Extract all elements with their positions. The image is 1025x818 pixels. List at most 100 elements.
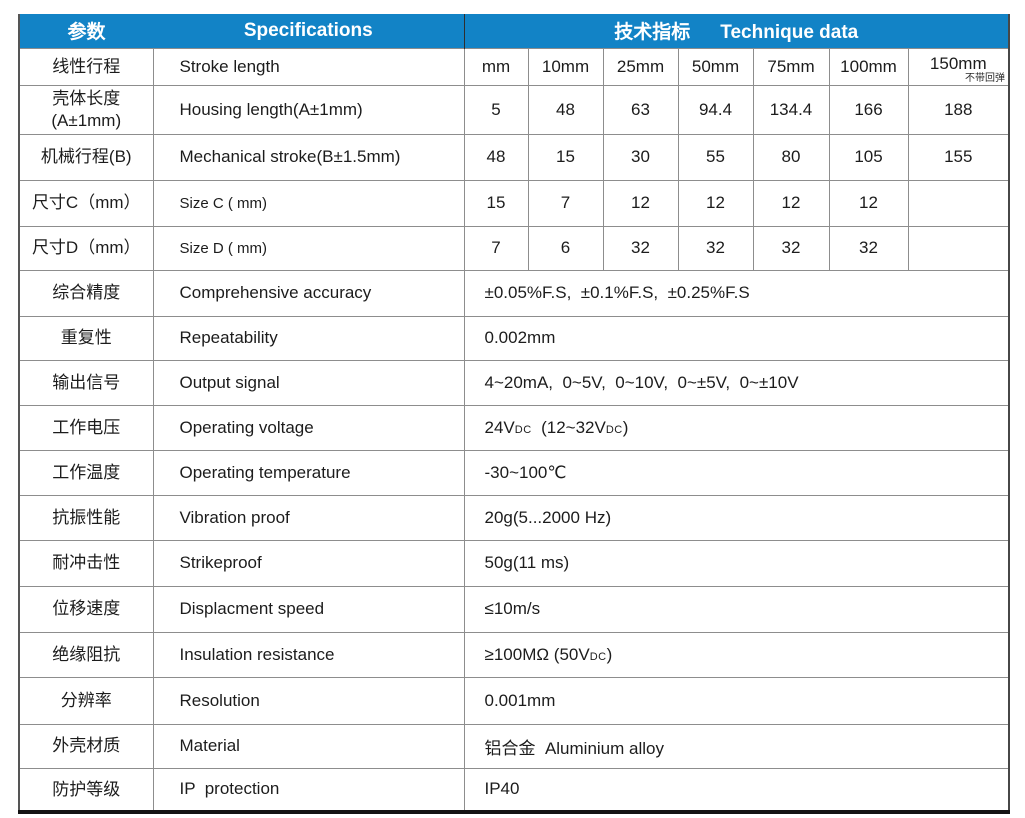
param-cell: 位移速度 bbox=[18, 585, 154, 633]
value-cell: 10mm bbox=[527, 47, 604, 86]
value-150mm: 150mm bbox=[929, 53, 987, 73]
param-cell: 壳体长度 (A±1mm) bbox=[18, 84, 154, 135]
table-row-operating-temperature: 工作温度 Operating temperature -30~100℃ bbox=[18, 449, 1010, 496]
value-cell: 15 bbox=[463, 179, 529, 227]
table-row-size-c: 尺寸C（mm） Size C ( mm) 15 7 12 12 12 12 bbox=[18, 179, 1010, 227]
value-cell: 50g(11 ms) bbox=[463, 539, 1010, 587]
value-cell: 100mm bbox=[828, 47, 909, 86]
value-cell: 166 bbox=[828, 84, 909, 135]
value-cell: 75mm bbox=[752, 47, 830, 86]
value-cell: 155 bbox=[907, 133, 1010, 181]
table-row-comprehensive-accuracy: 综合精度 Comprehensive accuracy ±0.05%F.S, ±… bbox=[18, 269, 1010, 317]
voltage-text: (12~32V bbox=[531, 417, 606, 437]
param-cell: 耐冲击性 bbox=[18, 539, 154, 587]
resistance-text: ) bbox=[606, 644, 613, 664]
table-row-strikeproof: 耐冲击性 Strikeproof 50g(11 ms) bbox=[18, 539, 1010, 587]
value-cell: ≤10m/s bbox=[463, 585, 1010, 633]
header-specifications-label: Specifications bbox=[153, 14, 464, 48]
spec-cell: Housing length(A±1mm) bbox=[152, 84, 465, 135]
table-row-ip-protection: 防护等级 IP protection IP40 bbox=[18, 767, 1010, 813]
param-cell: 抗振性能 bbox=[18, 494, 154, 541]
spec-cell: Repeatability bbox=[152, 315, 465, 361]
param-cell: 重复性 bbox=[18, 315, 154, 361]
param-cell: 机械行程(B) bbox=[18, 133, 154, 181]
value-cell: 15 bbox=[527, 133, 604, 181]
param-cell: 工作电压 bbox=[18, 404, 154, 451]
header-technique-data: 技术指标 Technique data bbox=[463, 14, 1010, 48]
value-cell: 80 bbox=[752, 133, 830, 181]
table-row-mechanical-stroke: 机械行程(B) Mechanical stroke(B±1.5mm) 48 15… bbox=[18, 133, 1010, 181]
spec-cell: Material bbox=[152, 723, 465, 769]
value-cell: 105 bbox=[828, 133, 909, 181]
value-cell: 12 bbox=[677, 179, 754, 227]
table-row-size-d: 尺寸D（mm） Size D ( mm) 7 6 32 32 32 32 bbox=[18, 225, 1010, 271]
value-cell: 4~20mA, 0~5V, 0~10V, 0~±5V, 0~±10V bbox=[463, 359, 1010, 406]
value-cell: 7 bbox=[527, 179, 604, 227]
param-cell: 工作温度 bbox=[18, 449, 154, 496]
value-cell: 20g(5...2000 Hz) bbox=[463, 494, 1010, 541]
value-cell: 0.002mm bbox=[463, 315, 1010, 361]
value-cell: 24VDC (12~32VDC) bbox=[463, 404, 1010, 451]
value-cell: 5 bbox=[463, 84, 529, 135]
param-cell: 防护等级 bbox=[18, 767, 154, 813]
spec-cell: Vibration proof bbox=[152, 494, 465, 541]
param-cell: 输出信号 bbox=[18, 359, 154, 406]
table-row-repeatability: 重复性 Repeatability 0.002mm bbox=[18, 315, 1010, 361]
value-cell: 12 bbox=[602, 179, 679, 227]
spec-cell: Strikeproof bbox=[152, 539, 465, 587]
value-cell: 63 bbox=[602, 84, 679, 135]
param-cell: 尺寸C（mm） bbox=[18, 179, 154, 227]
value-cell: 铝合金 Aluminium alloy bbox=[463, 723, 1010, 769]
value-cell: 32 bbox=[828, 225, 909, 271]
param-cell: 分辨率 bbox=[18, 676, 154, 725]
value-cell: 6 bbox=[527, 225, 604, 271]
value-cell-empty bbox=[907, 179, 1010, 227]
spec-cell: Displacment speed bbox=[152, 585, 465, 633]
value-cell: 134.4 bbox=[752, 84, 830, 135]
spec-table: 参数 Specifications 技术指标 Technique data 线性行… bbox=[18, 14, 1011, 814]
table-row-insulation-resistance: 绝缘阻抗 Insulation resistance ≥100MΩ (50VDC… bbox=[18, 631, 1010, 678]
spec-cell: Operating voltage bbox=[152, 404, 465, 451]
header-param-label: 参数 bbox=[19, 14, 153, 48]
table-row-material: 外壳材质 Material 铝合金 Aluminium alloy bbox=[18, 723, 1010, 769]
value-cell: IP40 bbox=[463, 767, 1010, 813]
voltage-text: ) bbox=[622, 417, 629, 437]
spec-cell: IP protection bbox=[152, 767, 465, 813]
param-cell: 线性行程 bbox=[18, 47, 154, 86]
value-cell: 0.001mm bbox=[463, 676, 1010, 725]
value-cell-150mm: 150mm 不带回弹 bbox=[907, 47, 1010, 86]
spec-cell: Insulation resistance bbox=[152, 631, 465, 678]
dc-smallcaps: DC bbox=[514, 423, 532, 436]
table-row-vibration-proof: 抗振性能 Vibration proof 20g(5...2000 Hz) bbox=[18, 494, 1010, 541]
value-cell: 12 bbox=[828, 179, 909, 227]
value-cell: 25mm bbox=[602, 47, 679, 86]
table-row-stroke-length: 线性行程 Stroke length mm 10mm 25mm 50mm 75m… bbox=[18, 47, 1010, 86]
spec-cell: Mechanical stroke(B±1.5mm) bbox=[152, 133, 465, 181]
spec-cell: Output signal bbox=[152, 359, 465, 406]
dc-smallcaps: DC bbox=[589, 650, 607, 663]
spec-cell: Size D ( mm) bbox=[152, 225, 465, 271]
table-row-displacement-speed: 位移速度 Displacment speed ≤10m/s bbox=[18, 585, 1010, 633]
value-cell: 48 bbox=[527, 84, 604, 135]
value-cell: 12 bbox=[752, 179, 830, 227]
spec-sheet: 参数 Specifications 技术指标 Technique data 线性行… bbox=[18, 14, 1011, 814]
spec-cell: Operating temperature bbox=[152, 449, 465, 496]
voltage-text: 24V bbox=[484, 417, 515, 437]
spec-cell: Resolution bbox=[152, 676, 465, 725]
table-row-operating-voltage: 工作电压 Operating voltage 24VDC (12~32VDC) bbox=[18, 404, 1010, 451]
table-row-resolution: 分辨率 Resolution 0.001mm bbox=[18, 676, 1010, 725]
value-cell: 94.4 bbox=[677, 84, 754, 135]
value-cell: ≥100MΩ (50VDC) bbox=[463, 631, 1010, 678]
value-cell: 50mm bbox=[677, 47, 754, 86]
no-rebound-note: 不带回弹 bbox=[965, 72, 1006, 84]
value-cell: 32 bbox=[752, 225, 830, 271]
param-cell: 综合精度 bbox=[18, 269, 154, 317]
resistance-text: ≥100MΩ (50V bbox=[484, 644, 590, 664]
value-cell: ±0.05%F.S, ±0.1%F.S, ±0.25%F.S bbox=[463, 269, 1010, 317]
spec-cell: Stroke length bbox=[152, 47, 465, 86]
value-cell: 32 bbox=[602, 225, 679, 271]
header-row: 参数 Specifications 技术指标 Technique data bbox=[19, 14, 1010, 48]
table-row-housing-length: 壳体长度 (A±1mm) Housing length(A±1mm) 5 48 … bbox=[18, 84, 1010, 135]
value-cell: 188 bbox=[907, 84, 1010, 135]
value-cell: -30~100℃ bbox=[463, 449, 1010, 496]
